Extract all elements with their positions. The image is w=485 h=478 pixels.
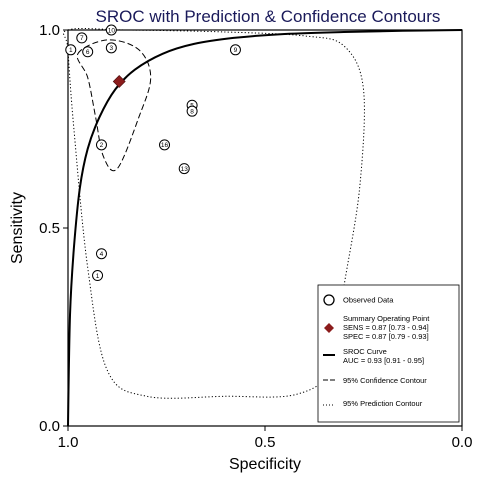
legend-entry: Observed Data xyxy=(323,294,394,306)
observed-point: 8 xyxy=(186,105,198,117)
observed-point-label: 7 xyxy=(80,35,84,42)
chart-title: SROC with Prediction & Confidence Contou… xyxy=(96,7,441,26)
legend-text: SENS = 0.87 [0.73 - 0.94] xyxy=(343,323,429,332)
observed-point-marker xyxy=(229,44,241,56)
y-tick-label: 1.0 xyxy=(39,22,60,39)
observed-point-marker xyxy=(105,24,117,36)
legend: Observed Data Summary Operating PointSENS… xyxy=(317,284,460,423)
legend-text: Observed Data xyxy=(343,296,394,305)
observed-point-marker xyxy=(95,248,107,260)
observed-point-marker xyxy=(159,139,171,151)
legend-circle-icon xyxy=(323,294,335,306)
legend-entry: 95% Confidence Contour xyxy=(323,376,427,385)
observed-point-marker xyxy=(178,163,190,175)
observed-point-label: 2 xyxy=(100,142,104,149)
observed-point-marker xyxy=(92,270,104,282)
observed-point: 6 xyxy=(82,46,94,58)
observed-point: 10 xyxy=(105,24,117,36)
observed-point-label: 4 xyxy=(100,251,104,258)
observed-point: 16 xyxy=(159,139,171,151)
observed-point-label: 10 xyxy=(108,27,116,34)
observed-point-label: 8 xyxy=(190,108,194,115)
observed-point-label: 3 xyxy=(110,45,114,52)
observed-point: 3 xyxy=(105,42,117,54)
legend-diamond-icon xyxy=(324,323,334,333)
curves-layer xyxy=(62,27,463,427)
x-tick-label: 0.5 xyxy=(255,434,276,451)
legend-text: Summary Operating Point xyxy=(343,314,430,323)
observed-point-marker xyxy=(95,139,107,151)
legend-text: 95% Confidence Contour xyxy=(343,376,427,385)
observed-point-marker xyxy=(82,46,94,58)
observed-point-label: 1 xyxy=(69,47,73,54)
axis-ticks: 1.0 0.5 0.0 0.0 0.5 1.0 xyxy=(39,22,472,451)
x-axis-label: Specificity xyxy=(229,456,301,473)
observed-point-marker xyxy=(186,105,198,117)
x-tick-label: 0.0 xyxy=(452,434,473,451)
legend-entry: 95% Prediction Contour xyxy=(323,399,423,408)
legend-text: AUC = 0.93 [0.91 - 0.95] xyxy=(343,356,424,365)
observed-point: 13 xyxy=(178,163,190,175)
observed-point: 7 xyxy=(76,32,88,44)
y-axis-label: Sensitivity xyxy=(9,192,26,264)
observed-points: 1761039258161341 xyxy=(65,24,241,282)
observed-point: 4 xyxy=(95,248,107,260)
legend-text: SROC Curve xyxy=(343,347,387,356)
observed-point-marker xyxy=(76,32,88,44)
y-tick-label: 0.0 xyxy=(39,418,60,435)
x-tick-label: 1.0 xyxy=(58,434,79,451)
sroc-curve xyxy=(67,29,463,427)
observed-point: 9 xyxy=(229,44,241,56)
observed-point-label: 6 xyxy=(86,49,90,56)
summary-operating-point xyxy=(112,75,126,88)
legend-text: SPEC = 0.87 [0.79 - 0.93] xyxy=(343,332,429,341)
observed-point-label: 1 xyxy=(96,273,100,280)
confidence-contour xyxy=(76,39,152,172)
observed-point-label: 13 xyxy=(181,166,189,173)
observed-point: 1 xyxy=(92,270,104,282)
legend-box xyxy=(317,284,460,423)
observed-point-label: 9 xyxy=(234,47,238,54)
observed-point-label: 16 xyxy=(161,142,169,149)
legend-text: 95% Prediction Contour xyxy=(343,399,423,408)
observed-point: 1 xyxy=(65,44,77,56)
y-tick-label: 0.5 xyxy=(39,220,60,237)
observed-point-marker xyxy=(65,44,77,56)
observed-point-marker xyxy=(105,42,117,54)
observed-point: 2 xyxy=(95,139,107,151)
